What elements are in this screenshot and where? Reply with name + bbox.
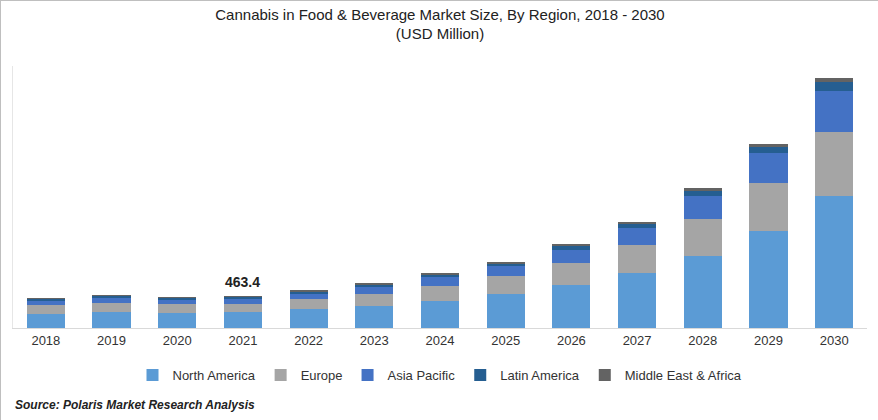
svg-text:2027: 2027 — [623, 333, 652, 348]
svg-text:2019: 2019 — [97, 333, 126, 348]
svg-text:2028: 2028 — [688, 333, 717, 348]
svg-text:Cannabis in Food & Beverage Ma: Cannabis in Food & Beverage Market Size,… — [215, 6, 664, 43]
svg-text:2022: 2022 — [294, 333, 323, 348]
svg-text:2024: 2024 — [426, 333, 455, 348]
svg-text:Latin America: Latin America — [500, 368, 580, 383]
svg-text:2020: 2020 — [163, 333, 192, 348]
svg-text:Asia Pacific: Asia Pacific — [388, 368, 456, 383]
svg-text:2029: 2029 — [754, 333, 783, 348]
svg-text:2026: 2026 — [557, 333, 586, 348]
svg-text:2018: 2018 — [31, 333, 60, 348]
svg-text:Source: Polaris Market Researc: Source: Polaris Market Research Analysis — [15, 398, 255, 412]
svg-text:2030: 2030 — [820, 333, 849, 348]
svg-text:463.4: 463.4 — [225, 274, 260, 290]
svg-text:2023: 2023 — [360, 333, 389, 348]
svg-text:Middle East & Africa: Middle East & Africa — [625, 368, 742, 383]
svg-text:North America: North America — [173, 368, 256, 383]
svg-text:2021: 2021 — [228, 333, 257, 348]
svg-text:2025: 2025 — [491, 333, 520, 348]
svg-text:Europe: Europe — [301, 368, 343, 383]
